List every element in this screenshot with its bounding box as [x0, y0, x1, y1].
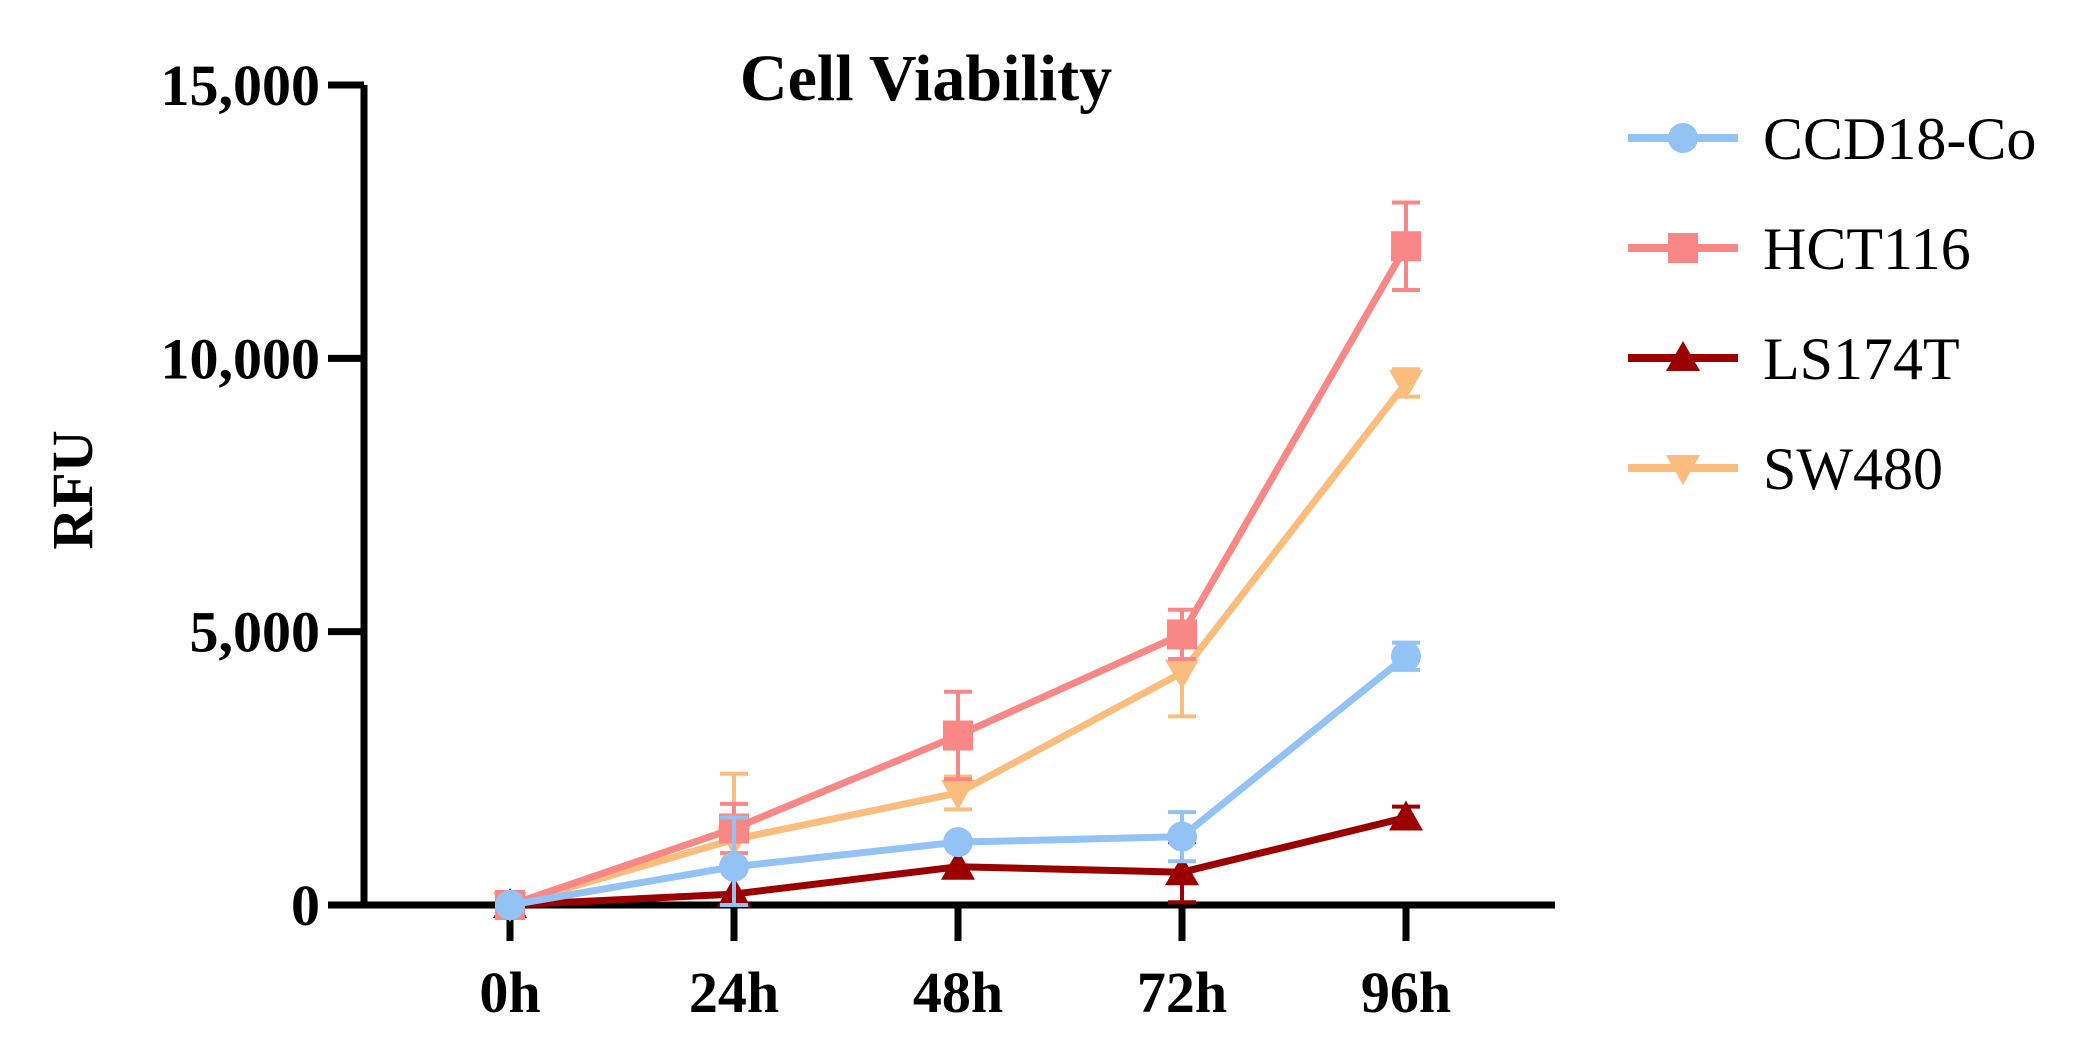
- legend-swatch-marker: [1668, 123, 1698, 153]
- legend-swatch-marker: [1666, 341, 1700, 371]
- data-point: [495, 890, 525, 920]
- series-ccd18-co: [495, 640, 1421, 920]
- legend-item-hct116: HCT116: [1628, 216, 1971, 282]
- data-point: [1167, 821, 1197, 852]
- x-tick-label: 0h: [479, 960, 540, 1025]
- series-line: [509, 380, 1409, 909]
- x-tick-label: 96h: [1361, 960, 1451, 1025]
- series-ls174t: [493, 800, 1423, 918]
- data-point: [1165, 659, 1199, 690]
- legend-swatch-marker: [1666, 455, 1700, 485]
- y-tick-label: 5,000: [190, 600, 321, 665]
- data-point: [943, 720, 973, 751]
- chart-title: Cell Viability: [740, 42, 1112, 115]
- data-point: [941, 849, 975, 880]
- data-point: [1165, 855, 1199, 886]
- legend-label: CCD18-Co: [1763, 106, 2036, 172]
- y-tick-label: 10,000: [161, 326, 321, 391]
- x-tick-label: 24h: [689, 960, 779, 1025]
- y-tick-label: 0: [291, 873, 320, 938]
- data-point: [1389, 800, 1423, 831]
- legend-swatch-marker: [1668, 233, 1698, 263]
- x-tick-label: 72h: [1137, 960, 1227, 1025]
- data-point: [1389, 369, 1423, 400]
- y-axis-label: RFU: [40, 430, 105, 549]
- data-point: [1391, 641, 1421, 672]
- data-point: [941, 779, 975, 810]
- axes: 0 5,000 10,000 15,000 0h 24h 48h 72h 96h: [161, 53, 1555, 1025]
- legend-label: SW480: [1763, 436, 1943, 502]
- data-point: [719, 851, 749, 882]
- legend-label: LS174T: [1763, 326, 1960, 392]
- series-layer: [493, 200, 1423, 922]
- x-tick-label: 48h: [913, 960, 1003, 1025]
- legend-item-ls174t: LS174T: [1628, 326, 1960, 392]
- data-point: [943, 827, 973, 858]
- legend-item-sw480: SW480: [1628, 436, 1943, 502]
- data-point: [1167, 619, 1197, 650]
- legend-item-ccd18-co: CCD18-Co: [1628, 106, 2036, 172]
- legend: CCD18-Co HCT116 LS174T SW480: [1628, 106, 2036, 502]
- data-point: [1391, 231, 1421, 262]
- series-hct116: [495, 200, 1421, 920]
- legend-label: HCT116: [1763, 216, 1971, 282]
- y-tick-label: 15,000: [161, 53, 321, 118]
